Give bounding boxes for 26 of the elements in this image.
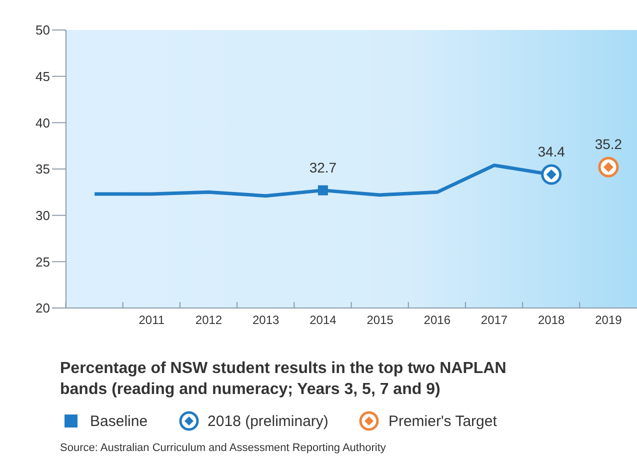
x-tick-label: 2019 <box>595 313 622 327</box>
legend-label: 2018 (preliminary) <box>206 412 328 432</box>
y-tick-label: 50 <box>36 22 50 38</box>
x-tick-label: 2012 <box>195 313 222 327</box>
data-label: 32.7 <box>309 159 337 176</box>
y-tick-label: 30 <box>36 208 50 223</box>
legend-label: Baseline <box>89 412 148 432</box>
text: Percentage of NSW student results in the top two NAPLAN bands (reading and numeracy; Years 3, 5, 7 and 9) <box>60 359 508 400</box>
x-tick-label: 2014 <box>310 313 337 327</box>
source-note: Source: Australian Curriculum and Assessment Reporting Authority <box>60 442 387 454</box>
x-tick-label: 2013 <box>252 313 280 327</box>
point <box>318 185 328 196</box>
point <box>598 156 619 178</box>
y-tick-label: 40 <box>36 115 50 130</box>
x-tick-label: 2015 <box>366 313 394 327</box>
x-tick-label: 2011 <box>138 313 165 327</box>
y-tick-label: 20 <box>36 300 50 316</box>
x-tick-label: 2016 <box>424 313 451 327</box>
y-tick-label: 25 <box>36 254 50 270</box>
data-label: 34.4 <box>538 144 566 160</box>
y-tick-label: 35 <box>36 162 50 177</box>
y-tick-label: 45 <box>36 68 50 84</box>
legend-label: Premier's Target <box>387 412 497 432</box>
x-tick-label: 2017 <box>480 313 508 327</box>
data-label: 35.2 <box>594 136 622 152</box>
x-tick-label: 2018 <box>538 313 566 327</box>
